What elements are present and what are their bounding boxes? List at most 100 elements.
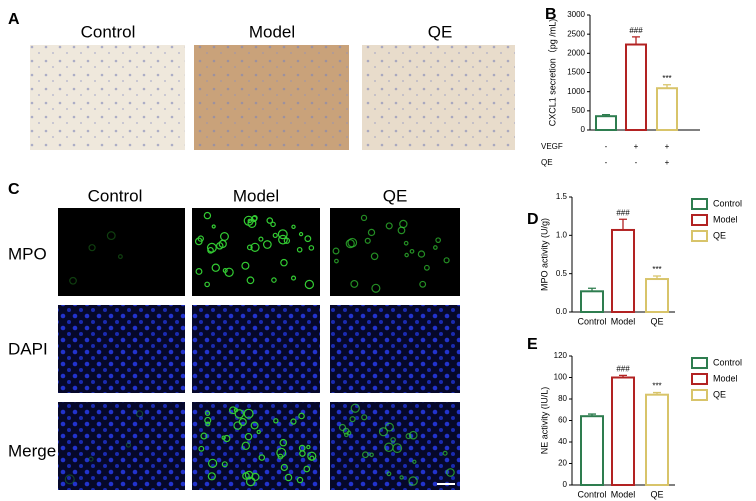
cell	[244, 470, 254, 480]
cell	[347, 237, 358, 248]
legend-swatch	[691, 198, 708, 210]
cell	[432, 245, 438, 250]
panel-label: C	[8, 181, 20, 198]
cell	[266, 217, 274, 224]
significance: ***	[652, 382, 661, 391]
y-axis-title: MPO activity (U/g)	[539, 218, 549, 291]
cell	[258, 454, 266, 461]
row-title: DAPI	[8, 339, 48, 358]
cell	[404, 252, 409, 258]
cell	[205, 421, 211, 427]
cell	[446, 468, 455, 477]
fluorescence-grid	[58, 208, 460, 490]
significance: ###	[616, 364, 630, 373]
bar	[625, 43, 647, 131]
cell	[221, 461, 228, 468]
cell	[364, 237, 371, 244]
cell	[345, 239, 355, 249]
error-bar	[663, 84, 671, 89]
column-title: Control	[81, 22, 136, 41]
y-tick-label: 0	[563, 480, 568, 489]
y-tick-label: 120	[554, 351, 568, 360]
cell	[207, 472, 216, 481]
cell	[233, 421, 242, 430]
cell	[262, 240, 272, 249]
cell	[299, 450, 306, 457]
significance: ***	[652, 265, 661, 274]
y-tick-label: 40	[558, 437, 567, 446]
cell	[385, 222, 393, 230]
cell	[371, 283, 381, 293]
cell	[349, 416, 356, 423]
cell	[296, 476, 304, 484]
column-title: Model	[249, 22, 295, 41]
cell	[384, 442, 394, 453]
legend-swatch	[691, 389, 708, 401]
error-bar	[588, 413, 596, 417]
cell	[229, 406, 237, 415]
cell	[64, 474, 75, 485]
cell	[419, 280, 427, 288]
cell	[408, 430, 418, 440]
cell	[221, 435, 226, 440]
y-tick-label: 80	[558, 394, 567, 403]
cell	[298, 412, 305, 420]
column-title: Model	[233, 186, 279, 205]
cell	[198, 445, 205, 452]
cell	[332, 247, 340, 255]
cell	[298, 231, 304, 237]
cell	[408, 476, 418, 486]
cell	[234, 409, 245, 419]
legend-swatch	[691, 214, 708, 226]
cell	[203, 211, 212, 220]
cell	[290, 418, 297, 425]
condition-value: -	[605, 142, 608, 151]
condition-name: QE	[541, 158, 553, 167]
condition-value: -	[635, 158, 638, 167]
y-axis-title: NE activity (IU/L)	[539, 387, 549, 455]
cell	[195, 268, 203, 275]
y-tick-label: 500	[572, 106, 586, 115]
cell	[309, 455, 315, 461]
error-bar	[619, 374, 627, 378]
cell	[308, 245, 315, 251]
cell	[69, 276, 77, 285]
cell	[403, 240, 409, 246]
cell	[334, 258, 339, 264]
histology-texture	[362, 45, 515, 150]
cell	[378, 427, 388, 437]
cell	[200, 432, 208, 440]
bar	[580, 290, 604, 313]
cell	[250, 242, 260, 252]
significance: ###	[629, 26, 643, 35]
cell	[242, 472, 250, 480]
cell	[369, 452, 374, 458]
y-tick-label: 3000	[567, 10, 585, 19]
cell	[304, 235, 312, 243]
legend-label: Control	[713, 198, 742, 208]
cell	[241, 261, 250, 270]
cell	[304, 279, 315, 290]
error-bar	[588, 287, 596, 292]
cell	[125, 442, 132, 448]
cell	[270, 221, 276, 228]
histology-texture	[194, 45, 349, 150]
cell	[250, 215, 258, 223]
cell	[245, 476, 256, 487]
cell	[370, 252, 379, 261]
cell	[284, 473, 293, 482]
column-title: Control	[88, 186, 143, 205]
cell	[224, 267, 234, 277]
bar	[656, 87, 678, 131]
cell	[206, 242, 217, 253]
cell	[386, 471, 392, 477]
cell	[279, 438, 288, 447]
bar	[595, 115, 617, 131]
y-tick-label: 1.0	[556, 230, 568, 239]
error-bar	[653, 391, 661, 395]
mpo-signal	[64, 211, 455, 487]
error-bar	[602, 114, 610, 117]
legend-label: QE	[713, 389, 726, 399]
cell	[204, 281, 210, 288]
